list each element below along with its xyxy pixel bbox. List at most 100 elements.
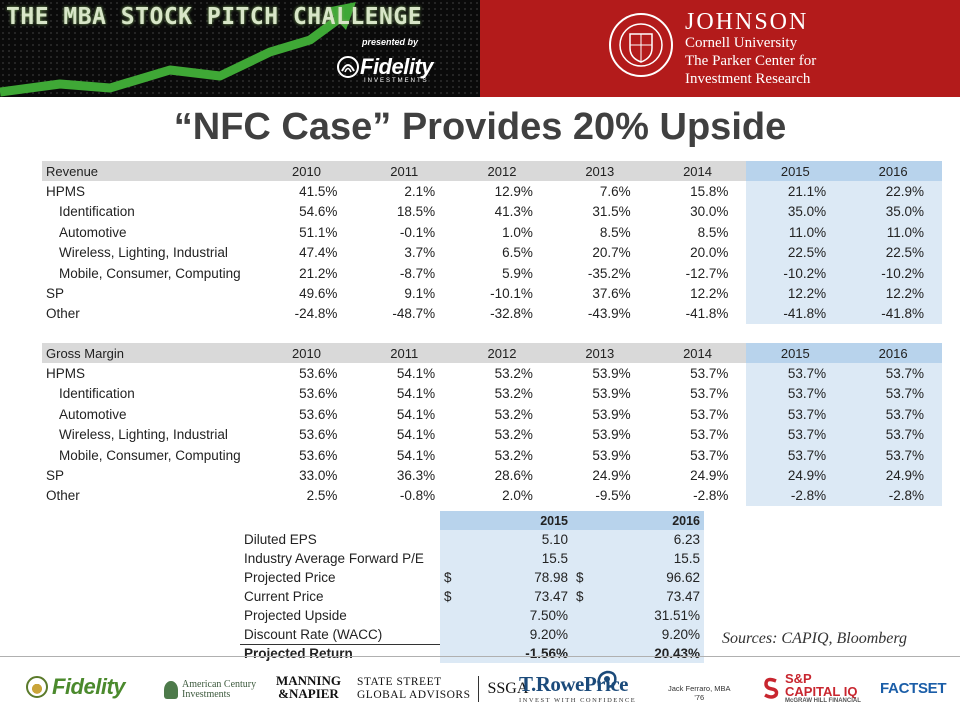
fidelity-footer-word: Fidelity bbox=[52, 674, 126, 699]
value-cell: -2.8% bbox=[844, 485, 942, 507]
fidelity-footer-logo: Fidelity bbox=[26, 674, 126, 700]
year-header-cell: 2014 bbox=[648, 343, 747, 364]
value-cell: 5.9% bbox=[502, 265, 533, 281]
cornell-line: Cornell University bbox=[685, 35, 798, 51]
table-row: Wireless, Lighting, Industrial 53.6% 54.1%… bbox=[42, 424, 942, 445]
state-street-logo: STATE STREET GLOBAL ADVISORS SSGA bbox=[357, 676, 528, 702]
sp-line-3: McGRAW HILL FINANCIAL bbox=[785, 698, 861, 704]
year-header-cell: 2015 bbox=[746, 343, 845, 364]
trowe-price-logo: T.RowePrice INVEST WITH CONFIDENCE bbox=[519, 670, 636, 704]
value-cell: 9.1% bbox=[404, 286, 436, 302]
valuation-value-cell: 7.50% bbox=[440, 606, 572, 625]
american-century-logo: American Century Investments bbox=[164, 680, 256, 700]
value-cell: 36.3% bbox=[396, 468, 436, 484]
value-cell: 53.7% bbox=[844, 424, 942, 445]
valuation-value: 31.51% bbox=[654, 608, 700, 623]
value-cell: 53.2% bbox=[494, 366, 533, 382]
value-cell: 21.1% bbox=[746, 181, 845, 202]
slide-title: “NFC Case” Provides 20% Upside bbox=[173, 106, 787, 148]
value-cell: 12.2% bbox=[690, 286, 729, 302]
currency-symbol: $ bbox=[576, 589, 584, 604]
valuation-label: Projected Upside bbox=[244, 608, 347, 623]
valuation-header-row: 2015 2016 bbox=[240, 511, 704, 530]
row-label: Wireless, Lighting, Industrial bbox=[59, 245, 228, 261]
sources-note: Sources: CAPIQ, Bloomberg bbox=[722, 630, 907, 647]
valuation-label: Diluted EPS bbox=[244, 532, 317, 547]
value-cell: 53.6% bbox=[299, 406, 338, 422]
value-cell: 41.3% bbox=[494, 204, 533, 220]
value-cell: 21.2% bbox=[299, 265, 338, 281]
value-cell: 20.0% bbox=[690, 245, 729, 261]
value-cell: 28.6% bbox=[494, 468, 533, 484]
value-cell: 12.2% bbox=[746, 283, 845, 304]
value-cell: -41.8% bbox=[685, 306, 729, 322]
valuation-value-cell: 15.5 bbox=[440, 549, 572, 568]
table-header-row: Revenue 2010 2011 2012 2013 2014 2015 2016 bbox=[42, 161, 942, 182]
value-cell: 15.8% bbox=[690, 184, 729, 200]
table-row: Automotive 53.6% 54.1% 53.2% 53.9% 53.7% 53.7%… bbox=[42, 404, 942, 425]
value-cell: 31.5% bbox=[592, 204, 631, 220]
value-cell: 41.5% bbox=[299, 184, 338, 200]
gross-margin-table: Gross Margin 2010 2011 2012 2013 2014 2015 2016… bbox=[42, 343, 942, 507]
value-cell: 6.5% bbox=[502, 245, 533, 261]
value-cell: -41.8% bbox=[746, 303, 845, 325]
rising-arrow-graphic bbox=[0, 2, 356, 97]
value-cell: 35.0% bbox=[746, 201, 845, 223]
valuation-row: Discount Rate (WACC) 9.20% 9.20% bbox=[240, 625, 704, 644]
valuation-label: Discount Rate (WACC) bbox=[244, 626, 383, 642]
value-cell: -24.8% bbox=[294, 306, 338, 322]
value-cell: 53.7% bbox=[690, 427, 729, 443]
fidelity-banner-sub: INVESTMENTS bbox=[364, 78, 429, 84]
value-cell: 3.7% bbox=[404, 245, 436, 261]
valuation-label: Projected Return bbox=[240, 643, 440, 663]
row-label: Other bbox=[46, 306, 80, 322]
presenter-credit: Jack Ferraro, MBA '76 bbox=[668, 684, 731, 702]
valuation-value: 7.50% bbox=[529, 608, 568, 623]
fidelity-banner-word: Fidelity bbox=[360, 54, 434, 79]
value-cell: 53.6% bbox=[299, 366, 338, 382]
valuation-value: 15.5 bbox=[541, 551, 568, 566]
value-cell: -48.7% bbox=[392, 306, 436, 322]
value-cell: 54.1% bbox=[396, 406, 436, 422]
value-cell: 53.7% bbox=[746, 404, 845, 425]
valuation-value: 5.10 bbox=[541, 532, 568, 547]
sp-capital-iq-logo: S&P CAPITAL IQ McGRAW HILL FINANCIAL bbox=[762, 672, 861, 704]
table-row: Other -24.8% -48.7% -32.8% -43.9% -41.8% -41.8… bbox=[42, 303, 942, 325]
value-cell: 54.1% bbox=[396, 386, 436, 402]
value-cell: -0.1% bbox=[399, 224, 436, 240]
value-cell: -32.8% bbox=[490, 306, 533, 322]
value-cell: 1.0% bbox=[502, 224, 533, 240]
revenue-growth-table: Revenue 2010 2011 2012 2013 2014 2015 2016 HPMS 4… bbox=[42, 161, 942, 325]
year-header-cell: 2013 bbox=[550, 343, 649, 364]
table-row: Identification 53.6% 54.1% 53.2% 53.9% 53.7% 5… bbox=[42, 383, 942, 405]
value-cell: 54.6% bbox=[299, 204, 338, 220]
ram-icon bbox=[597, 670, 617, 688]
valuation-value: 15.5 bbox=[673, 551, 700, 566]
value-cell: -41.8% bbox=[844, 303, 942, 325]
value-cell: 53.7% bbox=[844, 383, 942, 405]
trowe-wordmark: T.RowePrice bbox=[519, 672, 628, 696]
value-cell: 53.9% bbox=[592, 447, 631, 463]
value-cell: 18.5% bbox=[396, 204, 436, 220]
state-street-divider bbox=[478, 676, 480, 702]
value-cell: 53.9% bbox=[592, 427, 631, 443]
table-header-row: Gross Margin 2010 2011 2012 2013 2014 2015 2016 bbox=[42, 343, 942, 364]
parker-line-2: Investment Research bbox=[685, 71, 811, 87]
valuation-value-cell: 20.43% bbox=[572, 644, 704, 663]
sp-line-2: CAPITAL IQ bbox=[785, 684, 858, 699]
valuation-value-cell: 6.23 bbox=[572, 530, 704, 549]
table-row: Mobile, Consumer, Computing 53.6% 54.1% 53.… bbox=[42, 444, 942, 466]
year-header-cell: 2010 bbox=[257, 343, 356, 364]
value-cell: -2.8% bbox=[693, 488, 729, 504]
valuation-value-cell: 15.5 bbox=[572, 549, 704, 568]
row-label: Other bbox=[46, 488, 80, 504]
valuation-label: Current Price bbox=[244, 589, 324, 604]
value-cell: -43.9% bbox=[587, 306, 631, 322]
value-cell: -10.1% bbox=[490, 286, 533, 302]
table-row: Wireless, Lighting, Industrial 47.4% 3.7% 6… bbox=[42, 242, 942, 263]
valuation-value-cell: 5.10 bbox=[440, 530, 572, 549]
value-cell: 20.7% bbox=[592, 245, 631, 261]
valuation-row: Projected Return -1.56% 20.43% bbox=[240, 643, 704, 663]
value-cell: 2.1% bbox=[404, 184, 436, 200]
value-cell: 49.6% bbox=[299, 286, 338, 302]
